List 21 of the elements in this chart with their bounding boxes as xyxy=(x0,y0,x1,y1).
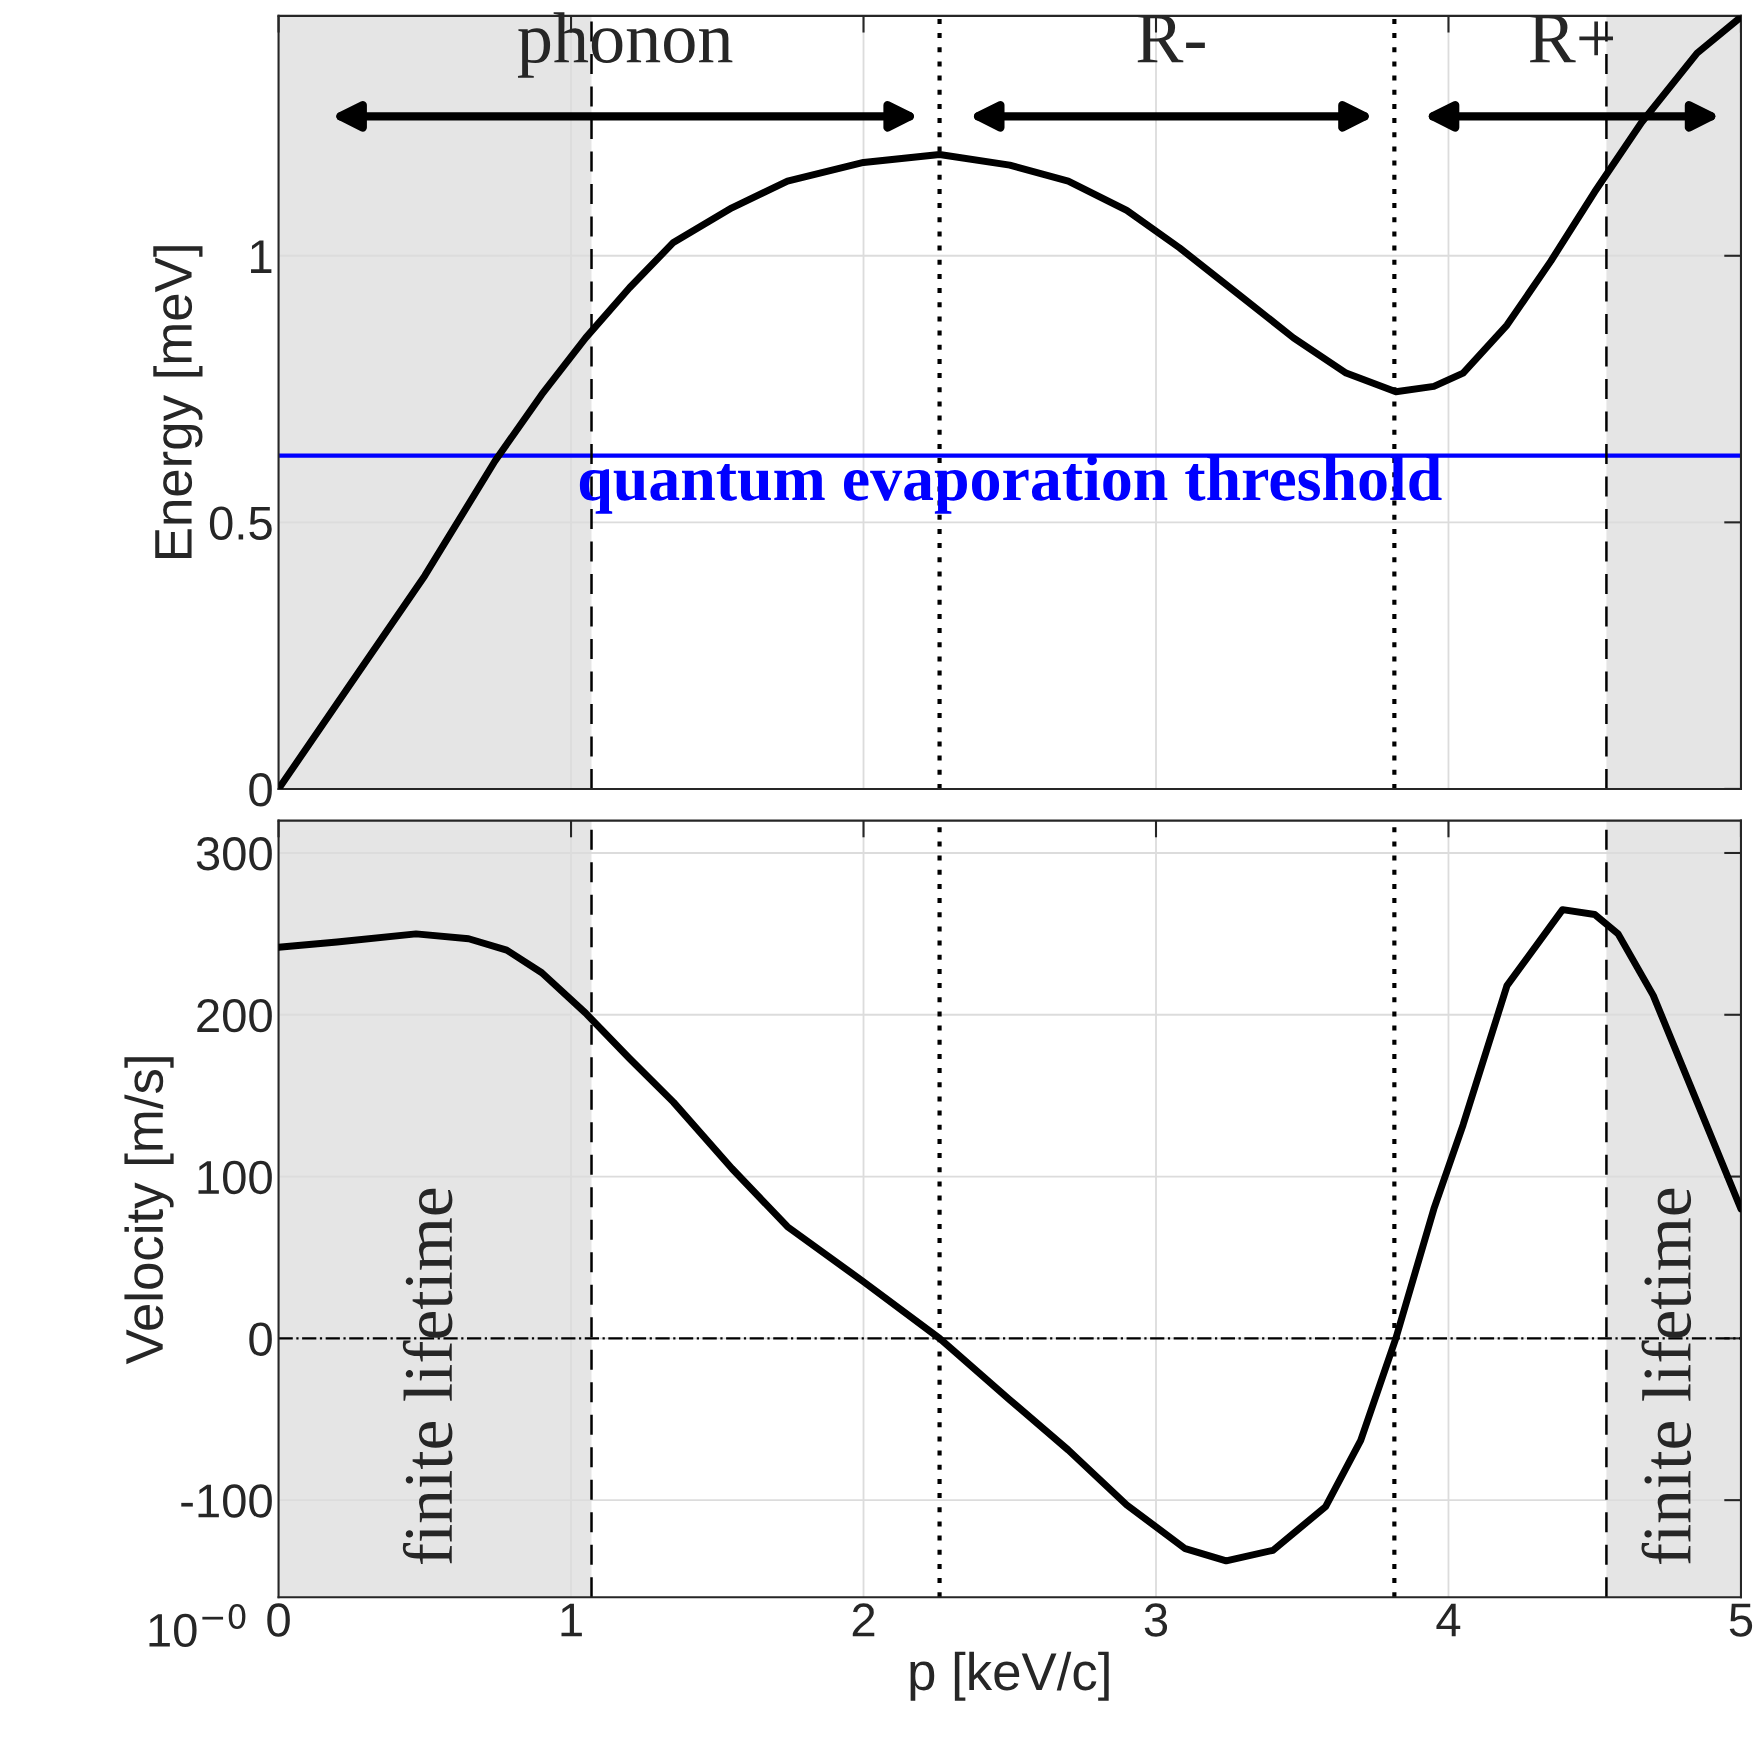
y-axis-title: Energy [meV] xyxy=(153,246,203,558)
y-tick-label: 0 xyxy=(249,773,272,807)
y-tick-label: 1 xyxy=(251,240,272,273)
annotation: phonon xyxy=(517,12,733,78)
x-tick-label: 3 xyxy=(1144,1603,1168,1637)
text: 10$^{−0}$ xyxy=(149,1604,246,1648)
x-tick-label: 1 xyxy=(561,1603,582,1637)
band-label: finite lifetime xyxy=(1641,1188,1692,1565)
y-tick-label: 0.5 xyxy=(209,506,272,540)
y-tick-label: 100 xyxy=(198,1160,272,1195)
x-tick-label: 4 xyxy=(1436,1603,1461,1637)
y-tick-label: 300 xyxy=(196,837,272,871)
x-tick-label: 2 xyxy=(852,1603,875,1637)
band-label: finite lifetime xyxy=(402,1188,453,1565)
y-tick-label: 200 xyxy=(197,998,272,1033)
x-tick-label: 5 xyxy=(1729,1603,1753,1637)
y-axis-title: Velocity [m/s] xyxy=(124,1057,174,1365)
y-tick-label: -100 xyxy=(181,1484,272,1518)
x-axis-title: p [keV/c] xyxy=(910,1651,1109,1701)
ref-line-label: quantum evaporation threshold xyxy=(579,455,1442,514)
y-tick-label: 0 xyxy=(249,1322,272,1356)
